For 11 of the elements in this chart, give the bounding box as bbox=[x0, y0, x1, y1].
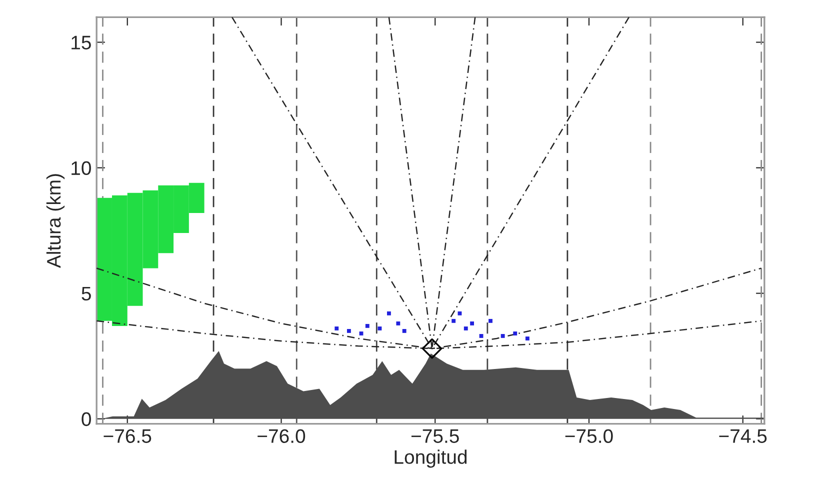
y-tick-label: 15 bbox=[72, 36, 91, 50]
y-tick-label: 5 bbox=[82, 286, 91, 301]
x-tick-label: −76.0 bbox=[258, 429, 306, 443]
x-tick-label: −74.5 bbox=[719, 429, 767, 443]
x-tick-label: −76.5 bbox=[104, 429, 152, 443]
x-axis-title: Longitud bbox=[394, 450, 467, 468]
x-tick-label: −75.5 bbox=[411, 429, 459, 443]
y-tick-label: 10 bbox=[72, 161, 91, 176]
y-axis-title: Altura (km) bbox=[46, 174, 65, 268]
x-tick-label: −75.0 bbox=[565, 429, 613, 443]
y-tick-label: 0 bbox=[82, 412, 91, 426]
